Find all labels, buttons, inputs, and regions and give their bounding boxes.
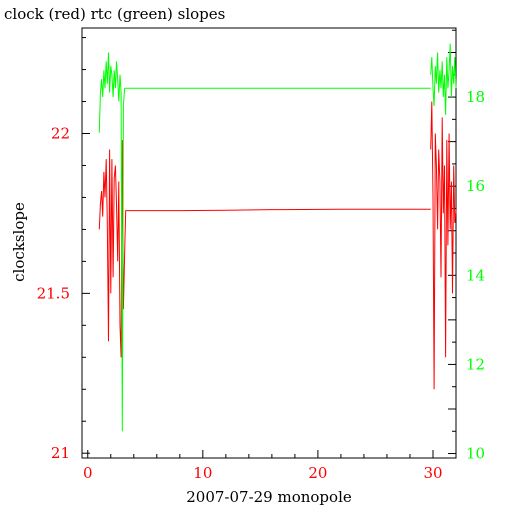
- right-tick-label: 12: [466, 355, 485, 373]
- clock-line: [98, 139, 127, 358]
- right-tick-label: 16: [466, 177, 485, 195]
- right-tick-label: 18: [466, 88, 485, 106]
- x-tick-label: 30: [423, 464, 442, 482]
- clock-series: [98, 101, 457, 390]
- right-tick-label: 14: [466, 266, 485, 284]
- clock-line: [430, 101, 457, 390]
- x-tick-label: 0: [83, 464, 93, 482]
- x-tick-label: 20: [308, 464, 327, 482]
- right-tick-label: 10: [466, 445, 485, 463]
- plot-frame: [81, 27, 457, 459]
- chart-title: clock (red) rtc (green) slopes: [4, 5, 225, 23]
- left-tick-label: 22: [51, 125, 70, 143]
- left-tick-label: 21.5: [37, 284, 70, 302]
- x-axis: 0 10 20 30: [83, 450, 457, 482]
- rtc-series: [98, 43, 457, 432]
- rtc-line: [98, 52, 126, 432]
- left-tick-label: 21: [51, 444, 70, 462]
- x-axis-label: 2007-07-29 monopole: [186, 488, 352, 506]
- x-tick-label: 10: [193, 464, 212, 482]
- y-axis-label: clockslope: [10, 202, 28, 282]
- clock-line: [125, 208, 431, 212]
- right-axis: 10 12 14 16 18: [448, 29, 485, 463]
- rtc-line: [430, 43, 457, 115]
- left-axis: 21 21.5 22: [37, 37, 90, 462]
